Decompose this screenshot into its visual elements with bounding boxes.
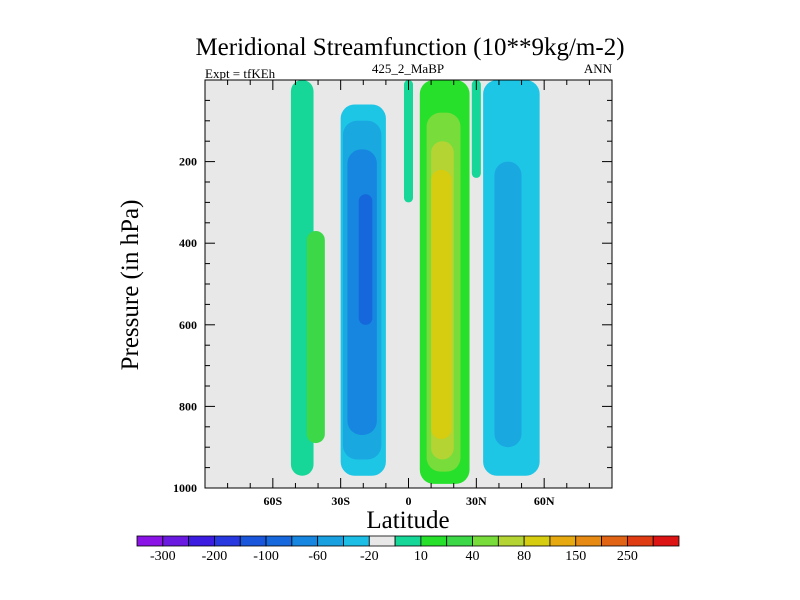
- colorbar-swatch: [549, 535, 577, 547]
- contour-region: [494, 161, 522, 448]
- colorbar-swatch: [446, 535, 473, 547]
- subtitle-right: ANN: [584, 61, 613, 76]
- colorbar-swatch: [472, 535, 499, 547]
- y-tick-label: 1000: [173, 481, 197, 495]
- x-tick-label: 60S: [263, 494, 282, 508]
- colorbar-label: -20: [360, 549, 379, 564]
- colorbar-label: 250: [617, 549, 638, 564]
- subtitle-center: 425_2_MaBP: [372, 61, 444, 76]
- colorbar-swatch: [188, 535, 215, 547]
- minor-ticks: [205, 80, 612, 488]
- x-tick-label: 30S: [331, 494, 350, 508]
- colorbar-swatch: [652, 535, 680, 547]
- colorbar-swatch: [214, 535, 241, 547]
- x-tick-label: 60N: [534, 494, 555, 508]
- contour-region: [358, 194, 373, 325]
- colorbar-swatch: [162, 535, 190, 547]
- y-tick-label: 200: [179, 155, 197, 169]
- y-axis-ticks: 200 400 600 800 1000: [173, 155, 612, 495]
- y-axis-label: Pressure (in hPa): [117, 200, 144, 371]
- colorbar-swatch: [343, 535, 370, 547]
- colorbar-swatch: [394, 535, 422, 547]
- y-tick-label: 600: [179, 318, 197, 332]
- colorbar-swatch: [265, 535, 293, 547]
- colorbar-swatch: [420, 535, 448, 547]
- plot-area: 60S 30S 0 30N 60N 200 400 600 800 1000: [173, 79, 613, 508]
- colorbar: -300 -200 -100 -60 -20 10 40 80 150 250: [136, 535, 680, 564]
- contour-region: [306, 230, 325, 444]
- x-axis-label: Latitude: [366, 507, 449, 534]
- colorbar-label: 40: [466, 549, 480, 564]
- colorbar-swatch: [575, 535, 602, 547]
- subtitle-left: Expt = tfKEh: [205, 66, 276, 81]
- colorbar-swatch: [368, 535, 396, 547]
- contour-regions: [290, 80, 540, 484]
- x-axis-ticks: 60S 30S 0 30N 60N: [263, 80, 555, 508]
- contour-region: [431, 169, 452, 440]
- colorbar-label: -100: [253, 549, 279, 564]
- colorbar-label: -300: [150, 549, 176, 564]
- contour-region: [471, 80, 481, 178]
- colorbar-swatch: [497, 535, 525, 547]
- colorbar-label: 10: [414, 549, 428, 564]
- colorbar-swatch: [136, 535, 164, 547]
- chart-title: Meridional Streamfunction (10**9kg/m-2): [195, 34, 624, 61]
- x-tick-label: 0: [406, 494, 412, 508]
- colorbar-swatch: [626, 535, 654, 547]
- y-tick-label: 400: [179, 236, 197, 250]
- colorbar-label: -60: [308, 549, 327, 564]
- colorbar-swatch: [291, 535, 319, 547]
- colorbar-label: 80: [517, 549, 531, 564]
- contour-region: [403, 80, 414, 203]
- colorbar-swatch: [523, 535, 551, 547]
- colorbar-swatch: [239, 535, 267, 547]
- colorbar-label: -200: [202, 549, 228, 564]
- x-tick-label: 30N: [466, 494, 487, 508]
- colorbar-swatch: [317, 535, 344, 547]
- colorbar-swatch: [601, 535, 628, 547]
- y-tick-label: 800: [179, 399, 197, 413]
- colorbar-label: 150: [565, 549, 586, 564]
